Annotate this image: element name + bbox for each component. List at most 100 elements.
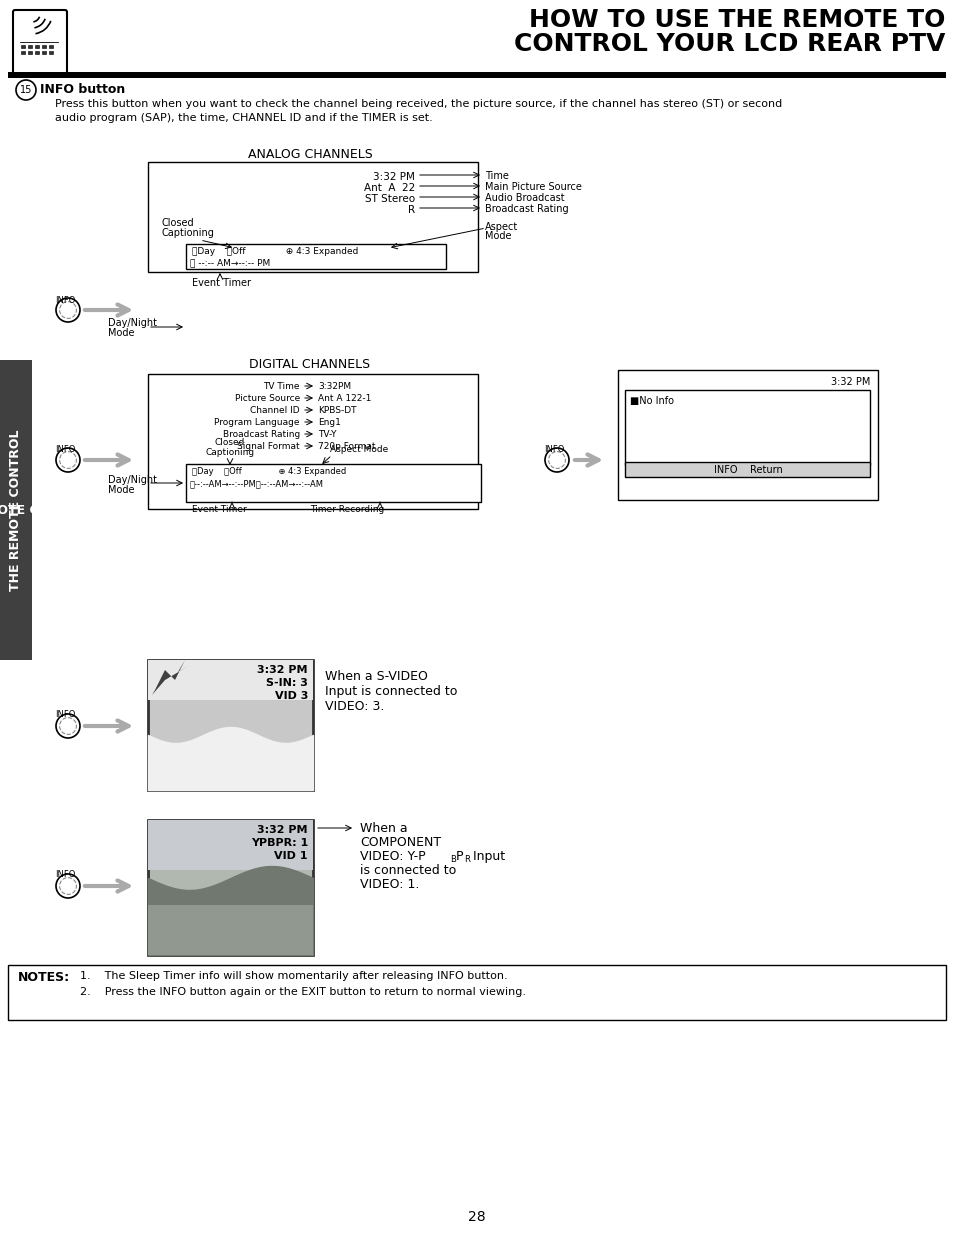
Text: Event Timer: Event Timer bbox=[192, 505, 247, 514]
Text: CONTROL YOUR LCD REAR PTV: CONTROL YOUR LCD REAR PTV bbox=[513, 32, 944, 56]
Bar bbox=[148, 820, 313, 955]
Text: COMPONENT: COMPONENT bbox=[359, 836, 440, 848]
Text: Ant A 122-1: Ant A 122-1 bbox=[317, 394, 371, 403]
Text: Time: Time bbox=[484, 170, 508, 182]
Circle shape bbox=[56, 714, 80, 739]
Text: 2.    Press the INFO button again or the EXIT button to return to normal viewing: 2. Press the INFO button again or the EX… bbox=[80, 987, 525, 997]
Text: Closed: Closed bbox=[162, 219, 194, 228]
Text: 3:32 PM: 3:32 PM bbox=[257, 825, 308, 835]
Circle shape bbox=[59, 452, 76, 468]
Text: 3:32 PM: 3:32 PM bbox=[373, 172, 415, 182]
Text: 3:32 PM: 3:32 PM bbox=[830, 377, 869, 387]
Bar bbox=[28, 51, 32, 54]
Text: INFO: INFO bbox=[55, 710, 75, 719]
Text: Closed: Closed bbox=[214, 438, 245, 447]
Text: INFO    Return: INFO Return bbox=[713, 466, 781, 475]
Bar bbox=[148, 905, 313, 955]
Text: ⌛ --:-- AM→--:-- PM: ⌛ --:-- AM→--:-- PM bbox=[190, 258, 270, 267]
Text: 15: 15 bbox=[20, 85, 32, 95]
Text: Timer Recording: Timer Recording bbox=[310, 505, 384, 514]
Text: Eng1: Eng1 bbox=[317, 417, 340, 427]
Text: ⌛--:--AM→--:--PMⓖ--:--AM→--:--AM: ⌛--:--AM→--:--PMⓖ--:--AM→--:--AM bbox=[190, 479, 324, 488]
Text: Main Picture Source: Main Picture Source bbox=[484, 182, 581, 191]
Text: R: R bbox=[408, 205, 415, 215]
Circle shape bbox=[59, 301, 76, 319]
Text: VID 1: VID 1 bbox=[274, 851, 308, 861]
Text: VIDEO: 3.: VIDEO: 3. bbox=[325, 700, 384, 713]
Text: ⓈDay    ⓈOff              ⊕ 4:3 Expanded: ⓈDay ⓈOff ⊕ 4:3 Expanded bbox=[192, 467, 346, 475]
Text: Mode: Mode bbox=[484, 231, 511, 241]
Text: audio program (SAP), the time, CHANNEL ID and if the TIMER is set.: audio program (SAP), the time, CHANNEL I… bbox=[55, 112, 433, 124]
Text: INFO: INFO bbox=[55, 445, 75, 454]
Text: DIGITAL CHANNELS: DIGITAL CHANNELS bbox=[249, 358, 370, 370]
Text: P: P bbox=[456, 850, 463, 863]
Bar bbox=[618, 370, 877, 500]
Text: 3:32PM: 3:32PM bbox=[317, 382, 351, 391]
Text: ■No Info: ■No Info bbox=[629, 396, 673, 406]
Circle shape bbox=[16, 80, 36, 100]
Text: Channel ID: Channel ID bbox=[250, 406, 299, 415]
Circle shape bbox=[56, 874, 80, 898]
Text: Day/Night: Day/Night bbox=[108, 317, 157, 329]
Text: KPBS-DT: KPBS-DT bbox=[317, 406, 356, 415]
Text: Input is connected to: Input is connected to bbox=[325, 685, 456, 698]
Bar bbox=[148, 374, 477, 509]
Text: THE REMOTE CONTROL: THE REMOTE CONTROL bbox=[0, 504, 96, 516]
Bar bbox=[148, 659, 313, 790]
Text: INFO: INFO bbox=[55, 869, 75, 879]
Text: 720p Format: 720p Format bbox=[317, 442, 375, 451]
Text: R: R bbox=[463, 855, 470, 864]
Text: Event Timer: Event Timer bbox=[192, 278, 251, 288]
Text: Aspect: Aspect bbox=[484, 222, 517, 232]
Text: HOW TO USE THE REMOTE TO: HOW TO USE THE REMOTE TO bbox=[528, 7, 944, 32]
Bar bbox=[148, 820, 313, 869]
Text: TV-Y: TV-Y bbox=[317, 430, 336, 438]
Bar bbox=[148, 162, 477, 272]
Bar bbox=[186, 464, 480, 501]
Text: TV Time: TV Time bbox=[263, 382, 299, 391]
Text: 1.    The Sleep Timer info will show momentarily after releasing INFO button.: 1. The Sleep Timer info will show moment… bbox=[80, 971, 507, 981]
Text: VID 3: VID 3 bbox=[274, 692, 308, 701]
Circle shape bbox=[544, 448, 568, 472]
Text: NOTES:: NOTES: bbox=[18, 971, 71, 984]
Text: Ant  A  22: Ant A 22 bbox=[363, 183, 415, 193]
Text: VIDEO: Y-P: VIDEO: Y-P bbox=[359, 850, 425, 863]
Text: Signal Format: Signal Format bbox=[237, 442, 299, 451]
Text: Input: Input bbox=[469, 850, 504, 863]
Text: Broadcast Rating: Broadcast Rating bbox=[222, 430, 299, 438]
Circle shape bbox=[59, 718, 76, 735]
Text: Broadcast Rating: Broadcast Rating bbox=[484, 204, 568, 214]
Text: Audio Broadcast: Audio Broadcast bbox=[484, 193, 564, 203]
Text: S-IN: 3: S-IN: 3 bbox=[266, 678, 308, 688]
Bar bbox=[35, 51, 39, 54]
Text: VIDEO: 1.: VIDEO: 1. bbox=[359, 878, 419, 890]
Text: Picture Source: Picture Source bbox=[234, 394, 299, 403]
Bar bbox=[49, 51, 53, 54]
Circle shape bbox=[56, 448, 80, 472]
Polygon shape bbox=[152, 659, 190, 695]
Bar bbox=[21, 51, 25, 54]
Bar bbox=[21, 44, 25, 48]
Text: 28: 28 bbox=[468, 1210, 485, 1224]
Text: B: B bbox=[450, 855, 456, 864]
Bar bbox=[42, 44, 46, 48]
Bar bbox=[186, 245, 446, 269]
Bar bbox=[49, 44, 53, 48]
Text: THE REMOTE CONTROL: THE REMOTE CONTROL bbox=[10, 430, 23, 590]
Text: ST Stereo: ST Stereo bbox=[364, 194, 415, 204]
Text: Program Language: Program Language bbox=[214, 417, 299, 427]
Text: YPBPR: 1: YPBPR: 1 bbox=[251, 839, 308, 848]
Bar bbox=[148, 659, 313, 700]
Text: INFO button: INFO button bbox=[40, 83, 125, 96]
Bar bbox=[28, 44, 32, 48]
FancyBboxPatch shape bbox=[13, 10, 67, 77]
Circle shape bbox=[59, 878, 76, 894]
Text: ⓈDay    ⓈOff              ⊕ 4:3 Expanded: ⓈDay ⓈOff ⊕ 4:3 Expanded bbox=[192, 247, 358, 256]
Text: Press this button when you want to check the channel being received, the picture: Press this button when you want to check… bbox=[55, 99, 781, 109]
Bar bbox=[35, 44, 39, 48]
Text: When a S-VIDEO: When a S-VIDEO bbox=[325, 671, 428, 683]
Text: Mode: Mode bbox=[108, 329, 134, 338]
Bar bbox=[8, 72, 945, 78]
Text: Mode: Mode bbox=[108, 485, 134, 495]
Bar bbox=[8, 965, 945, 1020]
